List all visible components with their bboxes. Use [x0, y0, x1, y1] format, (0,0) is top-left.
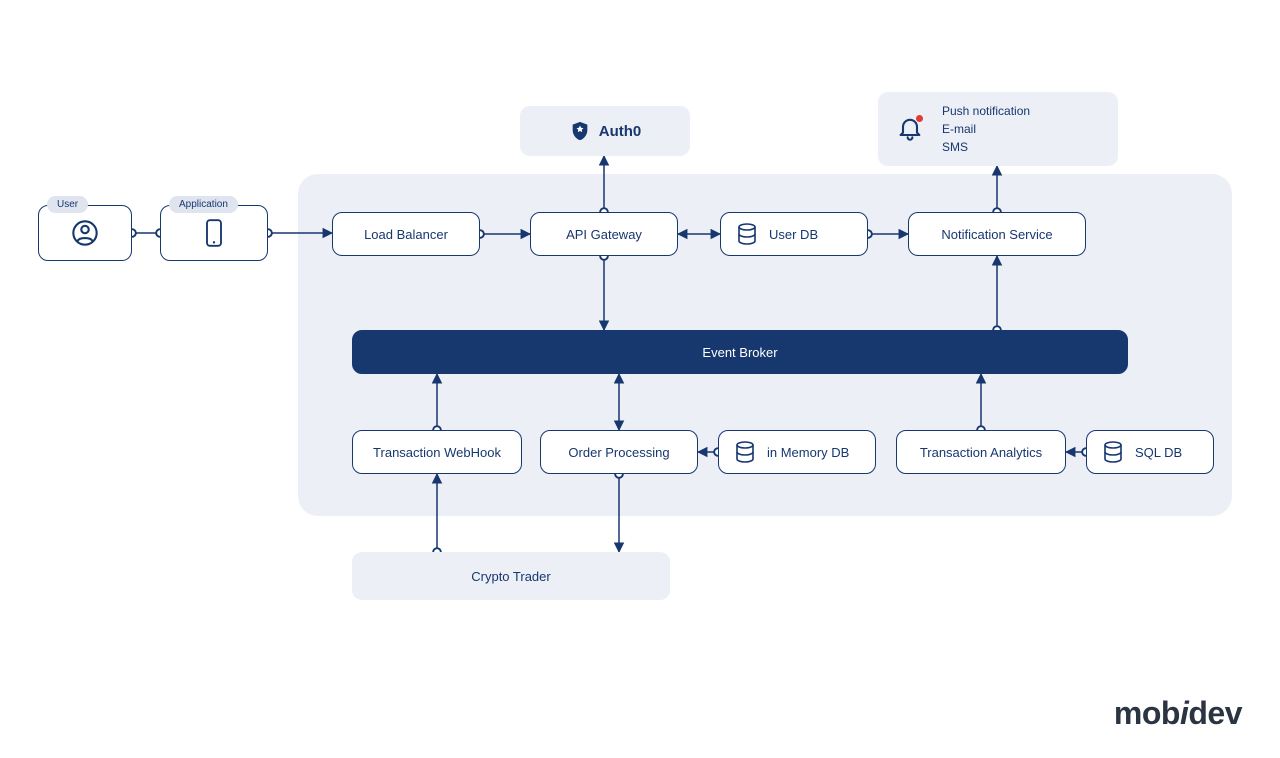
- sql-db-node: SQL DB: [1086, 430, 1214, 474]
- event-broker-label: Event Broker: [702, 345, 777, 360]
- notification-channels-box: Push notification E-mail SMS: [878, 92, 1118, 166]
- application-pill: Application: [169, 196, 238, 213]
- channel-email: E-mail: [942, 120, 1030, 138]
- transaction-analytics-node: Transaction Analytics: [896, 430, 1066, 474]
- diagram-canvas: Auth0 Push notification E-mail SMS User …: [0, 0, 1280, 758]
- order-processing-label: Order Processing: [568, 445, 669, 460]
- notification-service-node: Notification Service: [908, 212, 1086, 256]
- notification-service-label: Notification Service: [941, 227, 1052, 242]
- user-db-node: User DB: [720, 212, 868, 256]
- application-node: Application: [160, 205, 268, 261]
- crypto-trader-box: Crypto Trader: [352, 552, 670, 600]
- database-icon: [737, 223, 757, 245]
- channel-sms: SMS: [942, 138, 1030, 156]
- user-icon: [71, 219, 99, 247]
- api-gateway-node: API Gateway: [530, 212, 678, 256]
- load-balancer-node: Load Balancer: [332, 212, 480, 256]
- event-broker-node: Event Broker: [352, 330, 1128, 374]
- in-memory-db-node: in Memory DB: [718, 430, 876, 474]
- api-gateway-label: API Gateway: [566, 227, 642, 242]
- transaction-analytics-label: Transaction Analytics: [920, 445, 1042, 460]
- mobidev-logo: mobidev: [1114, 695, 1242, 732]
- bell-icon: [896, 114, 924, 145]
- database-icon: [735, 441, 755, 463]
- user-node: User: [38, 205, 132, 261]
- auth0-icon: [569, 120, 591, 142]
- phone-icon: [204, 219, 224, 247]
- auth0-box: Auth0: [520, 106, 690, 156]
- order-processing-node: Order Processing: [540, 430, 698, 474]
- notification-channels-list: Push notification E-mail SMS: [942, 102, 1030, 156]
- in-memory-db-label: in Memory DB: [767, 445, 849, 460]
- database-icon: [1103, 441, 1123, 463]
- channel-push: Push notification: [942, 102, 1030, 120]
- sql-db-label: SQL DB: [1135, 445, 1182, 460]
- transaction-webhook-label: Transaction WebHook: [373, 445, 501, 460]
- user-pill: User: [47, 196, 88, 213]
- user-db-label: User DB: [769, 227, 818, 242]
- auth0-label: Auth0: [599, 123, 642, 140]
- load-balancer-label: Load Balancer: [364, 227, 448, 242]
- transaction-webhook-node: Transaction WebHook: [352, 430, 522, 474]
- crypto-trader-label: Crypto Trader: [471, 569, 550, 584]
